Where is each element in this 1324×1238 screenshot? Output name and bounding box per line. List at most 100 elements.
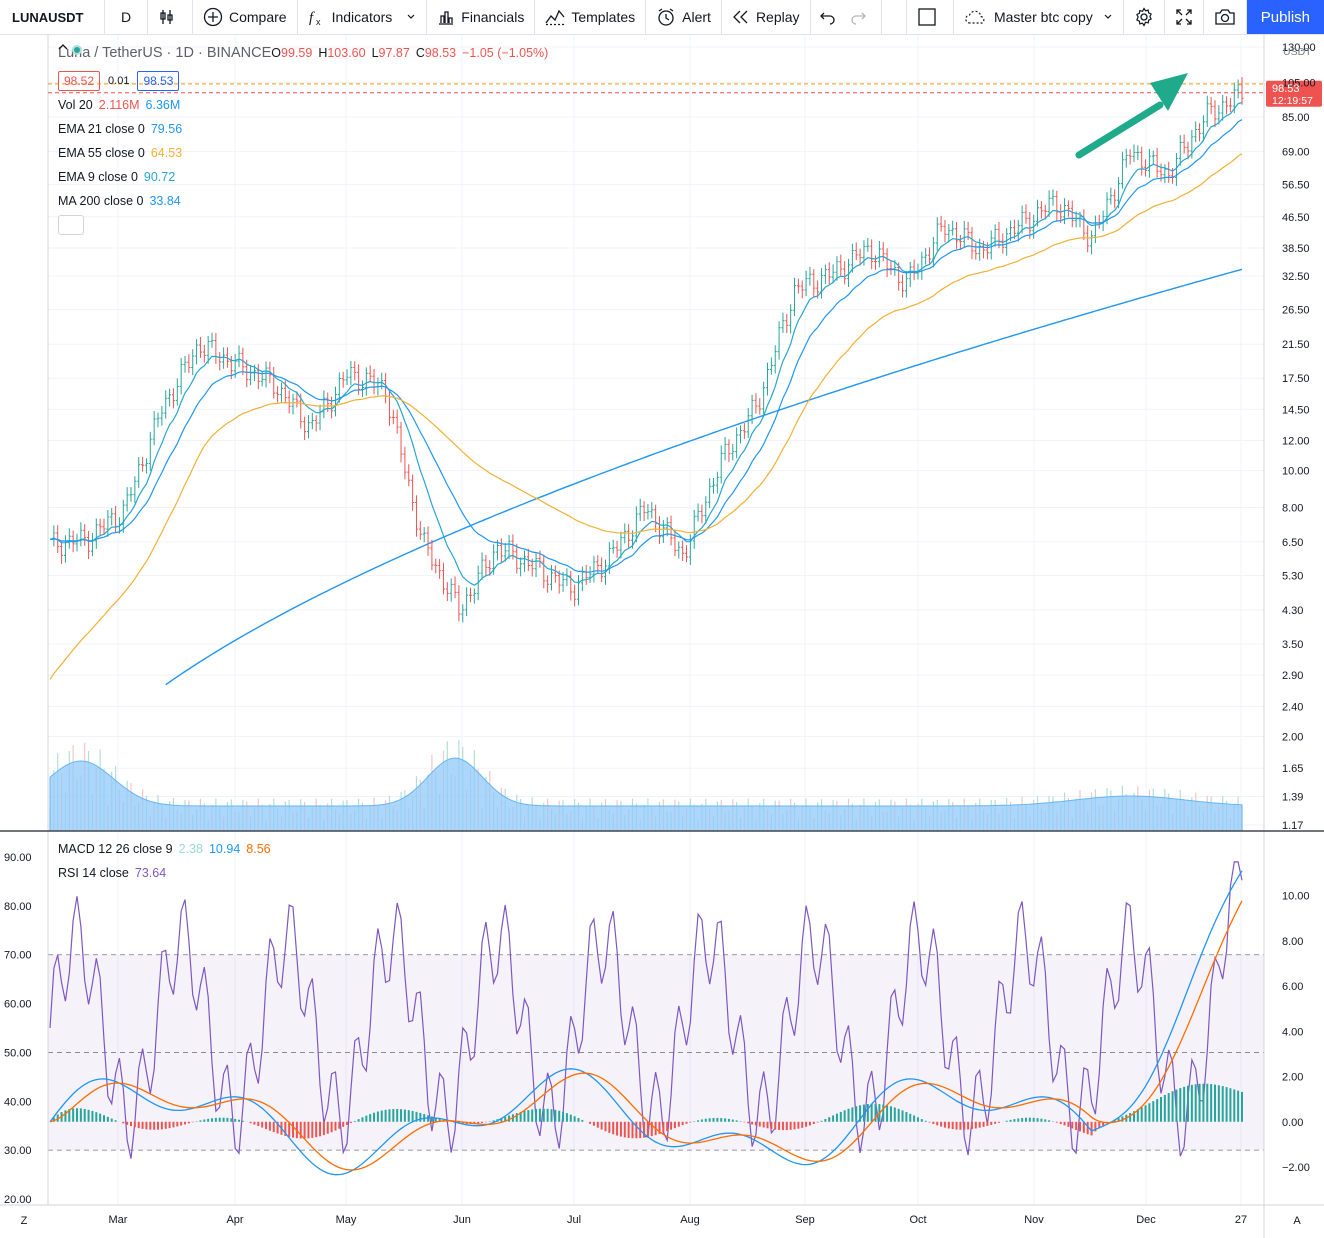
svg-text:x: x — [316, 17, 321, 26]
macd-tick-label: 2.00 — [1282, 1072, 1303, 1084]
rsi-tick-label: 70.00 — [4, 950, 32, 962]
macd-tick-label: 8.00 — [1282, 936, 1303, 948]
macd-signal-value: 8.56 — [246, 842, 271, 856]
macd-hist-value: 2.38 — [178, 842, 203, 856]
chevron-down-icon — [1104, 14, 1112, 19]
price-scale-bg — [1264, 35, 1324, 1238]
volume-ma-area — [49, 757, 1243, 832]
compare-label: Compare — [229, 9, 287, 25]
snapshot-button[interactable] — [1204, 0, 1247, 34]
rewind-icon — [733, 10, 748, 24]
buy-price-box[interactable]: 98.53 — [137, 71, 180, 91]
plus-circle-icon — [203, 7, 223, 27]
macd-tick-label: −2.00 — [1282, 1162, 1310, 1174]
price-tick-label: 32.50 — [1282, 271, 1310, 283]
legend-ma200[interactable]: MA 200 close 0 33.84 — [58, 189, 548, 213]
trend-arrow-drawing[interactable] — [1075, 73, 1188, 159]
bar-chart-icon — [439, 11, 454, 25]
alert-label: Alert — [682, 9, 711, 25]
price-tick-label: 46.50 — [1282, 212, 1310, 224]
ema21-line — [49, 119, 1243, 573]
replay-button[interactable]: Replay — [722, 0, 811, 34]
price-tick-label: 69.00 — [1282, 147, 1310, 159]
candles-icon — [160, 10, 173, 24]
open-label: O — [271, 46, 282, 60]
change-value: −1.05 (−1.05%) — [462, 46, 549, 60]
select-tool-button[interactable] — [907, 0, 954, 34]
time-tick-label: May — [336, 1214, 357, 1226]
legend-rsi[interactable]: RSI 14 close 73.64 — [58, 861, 271, 885]
time-tick-label: 27 — [1235, 1214, 1247, 1226]
macd-signal-line — [49, 900, 1243, 1171]
macd-tick-label: 10.00 — [1282, 891, 1310, 903]
last-price-badge — [1266, 80, 1322, 107]
arrow-head[interactable] — [1150, 73, 1188, 111]
rsi-tick-label: 80.00 — [4, 901, 32, 913]
fullscreen-button[interactable] — [1165, 0, 1204, 34]
layout-label: Master btc copy — [993, 9, 1093, 25]
price-tick-label: 26.50 — [1282, 305, 1310, 317]
rsi-tick-label: 50.00 — [4, 1047, 32, 1059]
time-tick-label: Nov — [1024, 1214, 1044, 1226]
volume-name: Vol 20 — [58, 98, 93, 112]
financials-button[interactable]: Financials — [427, 0, 536, 34]
undo-icon[interactable] — [819, 9, 837, 25]
price-tick-label: 12.00 — [1282, 436, 1310, 448]
alert-button[interactable]: Alert — [646, 0, 722, 34]
chevron-down-icon — [407, 14, 415, 19]
symbol-title: Luna / TetherUS · 1D · BINANCE — [58, 45, 272, 61]
interval-label: D — [120, 9, 132, 25]
compare-button[interactable]: Compare — [193, 0, 298, 34]
legend-macd[interactable]: MACD 12 26 close 9 2.38 10.94 8.56 — [58, 837, 271, 861]
time-tick-label: Apr — [226, 1214, 243, 1226]
ema9-name: EMA 9 close 0 — [58, 170, 138, 184]
settings-button[interactable] — [1124, 0, 1165, 34]
macd-value: 10.94 — [208, 842, 241, 856]
rsi-name: RSI 14 close — [58, 866, 129, 880]
chevron-up-icon — [58, 44, 68, 50]
high-label: H — [318, 46, 328, 60]
ma200-line — [165, 268, 1243, 686]
time-tick-label: Dec — [1136, 1214, 1156, 1226]
legend-volume[interactable]: Vol 20 2.116M 6.36M — [58, 93, 548, 117]
price-tick-label: 130.00 — [1282, 42, 1316, 54]
svg-text:f: f — [309, 10, 315, 26]
redo-icon[interactable] — [849, 9, 867, 25]
sell-price-box[interactable]: 98.52 — [58, 71, 101, 91]
macd-line — [49, 870, 1243, 1176]
price-tick-label: 8.00 — [1282, 502, 1303, 514]
chart-type-button[interactable] — [148, 0, 193, 34]
legend-ema55[interactable]: EMA 55 close 0 64.53 — [58, 141, 548, 165]
volume-value: 2.116M — [98, 98, 140, 112]
legend-ema9[interactable]: EMA 9 close 0 90.72 — [58, 165, 548, 189]
arrow-shaft[interactable] — [1075, 101, 1164, 159]
price-tick-label: 17.50 — [1282, 373, 1310, 385]
templates-button[interactable]: Templates — [535, 0, 647, 34]
layout-button[interactable]: Master btc copy — [954, 0, 1124, 34]
collapse-legend-button[interactable] — [58, 44, 84, 235]
ma200-name: MA 200 close 0 — [58, 194, 144, 208]
time-tick-label: Sep — [795, 1214, 815, 1226]
legend-ema21[interactable]: EMA 21 close 0 79.56 — [58, 117, 548, 141]
symbol-search[interactable]: LUNAUSDT — [0, 0, 105, 34]
time-tick-label: Jul — [567, 1214, 581, 1226]
rsi-value: 73.64 — [134, 866, 167, 880]
chart-area[interactable]: 130.00 105.00 85.00 69.00 56.50 46.50 38.50 32.… — [0, 35, 1324, 1238]
ema9-value: 90.72 — [143, 170, 176, 184]
low-value: 97.87 — [378, 46, 410, 60]
time-tick-label: Mar — [109, 1214, 128, 1226]
ema21-value: 79.56 — [150, 122, 183, 136]
macd-tick-label: 0.00 — [1282, 1117, 1303, 1129]
close-label: C — [415, 46, 425, 60]
volume-series — [49, 740, 1243, 832]
publish-button[interactable]: Publish — [1246, 0, 1324, 34]
high-value: 103.60 — [327, 46, 366, 60]
templates-label: Templates — [571, 9, 636, 25]
countdown-label: 12:19:57 — [1272, 95, 1313, 107]
chart-canvas[interactable]: 130.00 105.00 85.00 69.00 56.50 46.50 38.50 32.… — [0, 35, 1324, 1238]
toolbar-spacer — [882, 0, 907, 34]
interval-button[interactable]: D — [105, 0, 148, 34]
